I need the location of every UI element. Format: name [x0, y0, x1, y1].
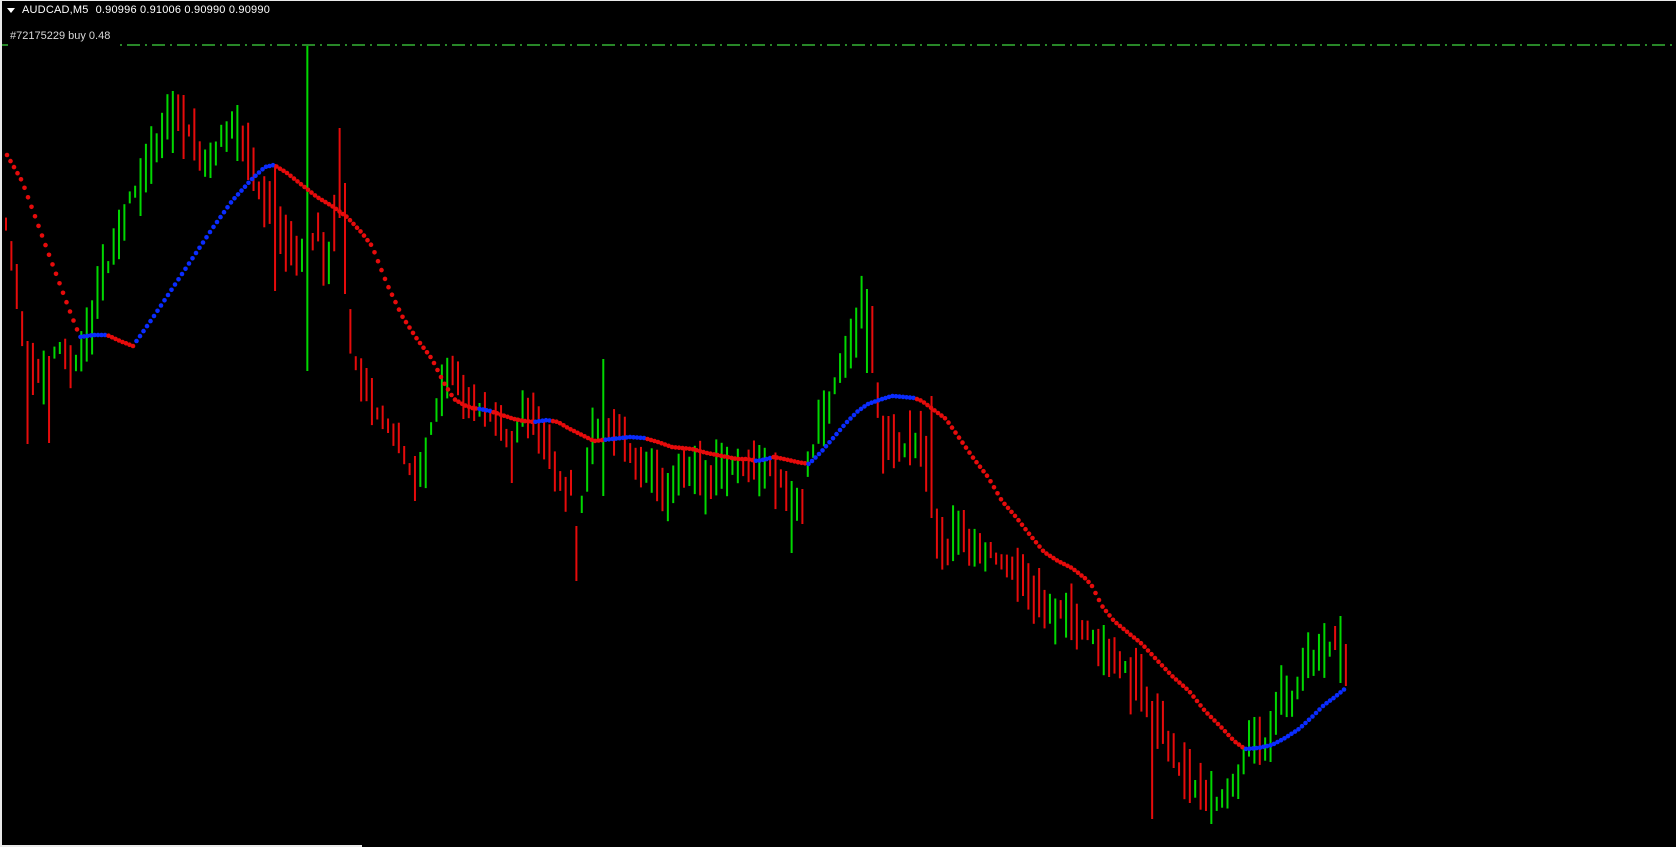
symbol-period-label: AUDCAD,M5: [22, 4, 89, 16]
window-bottom-edge: [2, 845, 362, 847]
moving-average-line: [4, 152, 1347, 752]
quote-values: 0.90996 0.91006 0.90990 0.90990: [95, 4, 271, 16]
chart-quote-header: AUDCAD,M5 0.90996 0.91006 0.90990 0.9099…: [7, 4, 270, 16]
price-bars: [5, 46, 1347, 824]
order-label: #72175229 buy 0.48: [10, 30, 111, 42]
order-label-gap: [8, 41, 116, 49]
symbol-dropdown-icon[interactable]: [7, 8, 15, 13]
